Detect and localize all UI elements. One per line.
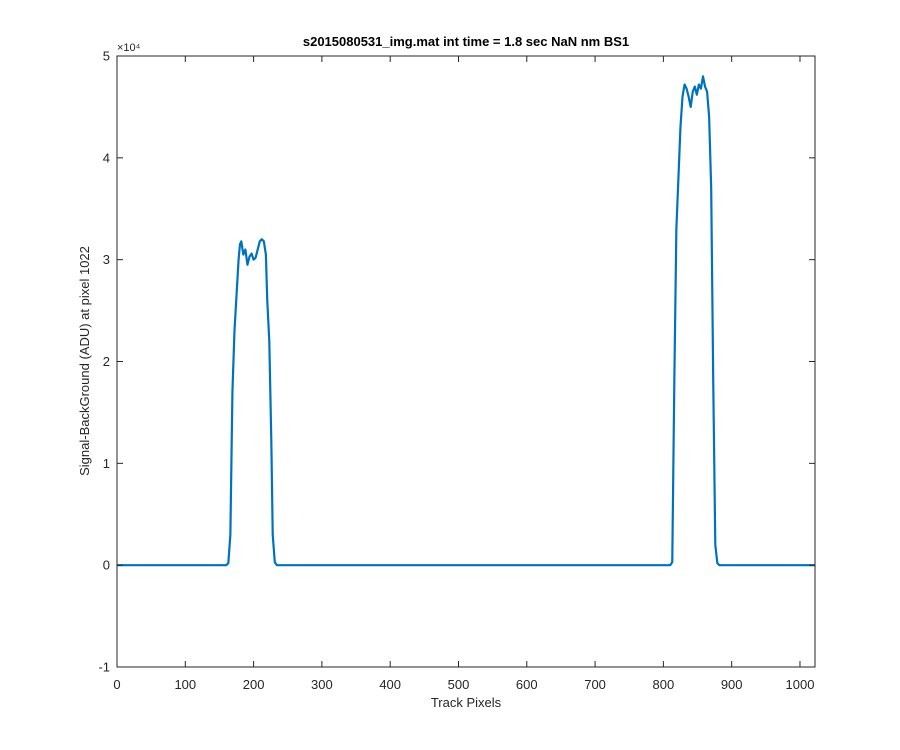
y-exponent-label: ×10⁴ [117, 42, 141, 54]
y-tick-label: 0 [103, 558, 110, 573]
x-axis-title: Track Pixels [431, 695, 502, 710]
series-line-0 [117, 75, 815, 567]
x-ticks: 0 100 200 300 400 500 600 700 800 900 1000 [113, 56, 814, 692]
x-tick-label: 900 [721, 677, 743, 692]
y-tick-label: 3 [103, 252, 110, 267]
x-tick-label: 400 [379, 677, 401, 692]
x-tick-label: 1000 [786, 677, 815, 692]
y-tick-label: 5 [103, 49, 110, 64]
x-tick-label: 500 [448, 677, 470, 692]
y-axis-title: Signal-BackGround (ADU) at pixel 1022 [77, 246, 92, 476]
chart-title: s2015080531_img.mat int time = 1.8 sec N… [303, 34, 629, 49]
y-ticks: -1 0 1 2 3 4 5 [98, 49, 815, 675]
series-layer [117, 75, 815, 567]
y-tick-label: 1 [103, 456, 110, 471]
x-tick-label: 0 [113, 677, 120, 692]
y-tick-label: -1 [98, 660, 110, 675]
x-tick-label: 100 [174, 677, 196, 692]
x-tick-label: 600 [516, 677, 538, 692]
x-tick-label: 800 [653, 677, 675, 692]
x-tick-label: 700 [584, 677, 606, 692]
y-tick-label: 4 [103, 150, 110, 165]
x-tick-label: 200 [243, 677, 265, 692]
y-tick-label: 2 [103, 354, 110, 369]
x-tick-label: 300 [311, 677, 333, 692]
